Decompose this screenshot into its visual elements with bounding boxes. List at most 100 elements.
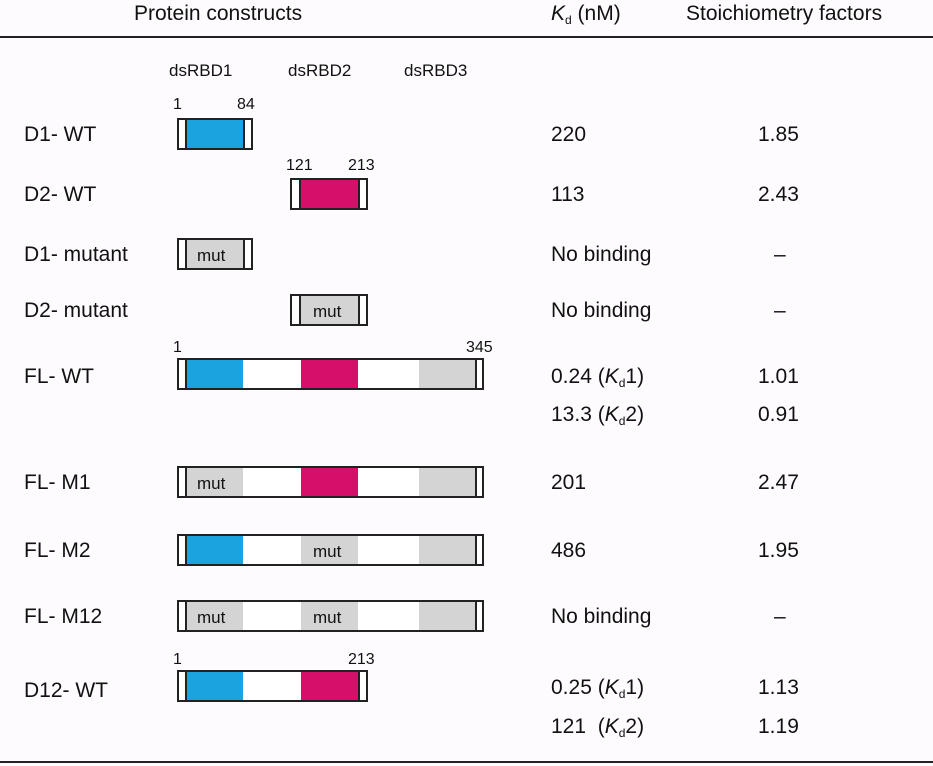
kd1-tag: 1 [625, 676, 638, 699]
kd-flm12: No binding [551, 605, 652, 628]
construct-bar-d1mut: mut [177, 238, 253, 270]
domain-dsrbd3 [419, 536, 475, 564]
construct-bar-flm12: mut mut [177, 600, 484, 632]
kd1-tag: 1 [625, 365, 638, 388]
kd-d2wt: 113 [551, 183, 585, 206]
bar-tick [475, 602, 477, 630]
construct-bar-flwt [177, 358, 484, 390]
footer-rule [0, 761, 933, 763]
residue-start-d1wt: 1 [173, 96, 182, 113]
construct-bar-d2mut: mut [290, 294, 368, 326]
bar-tick [185, 536, 187, 564]
bar-tick [185, 240, 187, 268]
bar-tick [185, 120, 187, 148]
domain-dsrbd2 [301, 180, 358, 208]
mut-label: mut [313, 608, 342, 627]
residue-end-d2wt: 213 [348, 157, 375, 174]
domain-dsrbd1-mutant [187, 240, 243, 268]
header-rule [0, 36, 933, 38]
mut-label: mut [197, 474, 226, 493]
domain-dsrbd3 [419, 360, 475, 388]
kd2-d12wt: 121 (Kd2) [551, 715, 645, 740]
header-protein-constructs: Protein constructs [134, 2, 303, 25]
domain-label-dsrbd1: dsRBD1 [169, 61, 233, 80]
construct-bar-flm2: mut [177, 534, 484, 566]
stoich2-flwt: 0.91 [758, 403, 799, 426]
row-name-d2wt: D2- WT [24, 183, 97, 206]
kd1-value: 0.24 [551, 365, 592, 388]
bar-tick [475, 360, 477, 388]
bar-tick [299, 180, 301, 208]
domain-dsrbd2 [301, 360, 358, 388]
kd1-value: 0.25 [551, 676, 592, 699]
bar-tick [185, 672, 187, 700]
kd-flm2: 486 [551, 539, 587, 562]
row-name-d1wt: D1- WT [24, 123, 97, 146]
kd2-value: 121 [551, 715, 587, 738]
bar-tick [185, 468, 187, 496]
kd-symbol: K [551, 2, 566, 25]
kd2-value: 13.3 [551, 403, 592, 426]
stoich-flm12: – [774, 605, 786, 628]
domain-dsrbd2-mutant [301, 602, 358, 630]
domain-dsrbd2-mutant [301, 296, 358, 324]
domain-dsrbd1-mutant [187, 468, 243, 496]
domain-dsrbd1 [187, 360, 243, 388]
residue-end-flwt: 345 [466, 339, 493, 356]
kd-d1wt: 220 [551, 123, 587, 146]
kd-flm1: 201 [551, 471, 587, 494]
stoich-d1mut: – [774, 243, 786, 266]
stoich-d2mut: – [774, 299, 786, 322]
residue-start-d12wt: 1 [173, 651, 182, 668]
kd2-tag: 2 [625, 403, 638, 426]
domain-dsrbd1 [187, 536, 243, 564]
stoich-d1wt: 1.85 [758, 123, 799, 146]
bar-tick [358, 672, 360, 700]
bar-tick [243, 240, 245, 268]
kd-unit: (nM) [577, 2, 621, 25]
kd2-flwt: 13.3 (Kd2) [551, 403, 645, 428]
mut-label: mut [197, 608, 226, 627]
mut-label: mut [313, 302, 342, 321]
kd-d1mut: No binding [551, 243, 652, 266]
header-kd: Kd (nM) [551, 3, 621, 26]
domain-dsrbd3 [419, 602, 475, 630]
bar-tick [475, 536, 477, 564]
domain-dsrbd3 [419, 468, 475, 496]
row-name-flm2: FL- M2 [24, 539, 91, 562]
bar-tick [243, 120, 245, 148]
construct-bar-flm1: mut [177, 466, 484, 498]
kd2-tag: 2 [625, 715, 638, 738]
row-name-d2mut: D2- mutant [24, 299, 128, 322]
kd-d2mut: No binding [551, 299, 652, 322]
stoich1-flwt: 1.01 [758, 365, 799, 388]
bar-tick [358, 180, 360, 208]
domain-dsrbd2-mutant [301, 536, 358, 564]
mut-label: mut [197, 246, 226, 265]
stoich1-d12wt: 1.13 [758, 676, 799, 699]
row-name-d12wt: D12- WT [24, 679, 108, 702]
stoich-d2wt: 2.43 [758, 183, 799, 206]
stoich-flm1: 2.47 [758, 471, 799, 494]
construct-bar-d12wt [177, 670, 368, 702]
domain-dsrbd1 [187, 120, 243, 148]
residue-end-d1wt: 84 [237, 96, 255, 113]
kd1-flwt: 0.24 (Kd1) [551, 365, 645, 390]
bar-tick [358, 296, 360, 324]
bar-tick [185, 602, 187, 630]
row-name-flm12: FL- M12 [24, 605, 103, 628]
domain-label-dsrbd2: dsRBD2 [288, 61, 352, 80]
residue-start-flwt: 1 [173, 339, 182, 356]
domain-dsrbd1-mutant [187, 602, 243, 630]
row-name-flm1: FL- M1 [24, 471, 91, 494]
kd1-d12wt: 0.25 (Kd1) [551, 676, 645, 701]
row-name-flwt: FL- WT [24, 365, 94, 388]
stoich-flm2: 1.95 [758, 539, 799, 562]
kd-subscript: d [565, 13, 572, 27]
domain-dsrbd2 [301, 672, 358, 700]
domain-dsrbd1 [187, 672, 243, 700]
bar-tick [299, 296, 301, 324]
row-name-d1mut: D1- mutant [24, 243, 128, 266]
domain-label-dsrbd3: dsRBD3 [404, 61, 468, 80]
construct-bar-d2wt [290, 178, 368, 210]
